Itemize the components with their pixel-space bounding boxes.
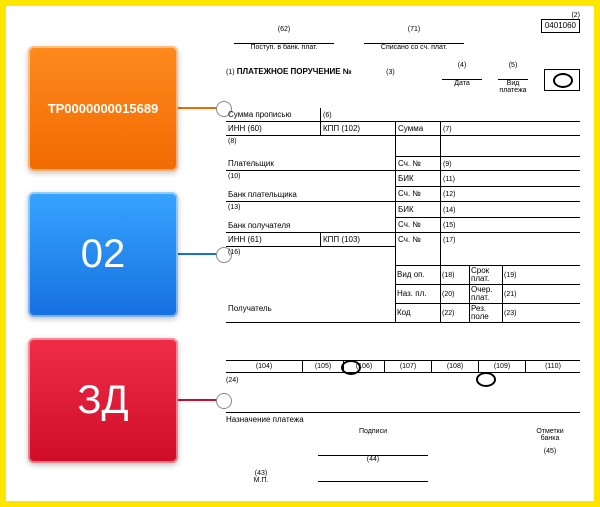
spisano: Списано со сч. плат.	[364, 44, 464, 51]
n19: (19)	[504, 272, 516, 279]
n5: (5)	[498, 62, 528, 69]
lbl-inn60: ИНН (60)	[228, 124, 262, 133]
n107: (107)	[400, 363, 416, 370]
lbl-plat3: плат.	[471, 293, 489, 302]
n108: (108)	[447, 363, 463, 370]
lbl-poluchatel: Получатель	[228, 304, 393, 313]
ring-vid	[553, 73, 573, 88]
lbl-otmetki: Отметки	[520, 428, 580, 435]
card-red-text: ЗД	[77, 378, 128, 423]
n17: (17)	[443, 237, 455, 244]
card-red: ЗД	[28, 338, 178, 463]
n110: (110)	[545, 363, 561, 370]
n8: (8)	[228, 138, 393, 145]
lbl-summa: Сумма	[398, 124, 423, 133]
n10: (10)	[228, 173, 393, 180]
vid-box	[544, 69, 580, 91]
lbl-kpp103: КПП (103)	[323, 235, 360, 244]
n18: (18)	[442, 272, 454, 279]
n9: (9)	[443, 161, 452, 168]
n14: (14)	[443, 207, 455, 214]
lbl-kpp102: КПП (102)	[323, 124, 360, 133]
lbl-bank-plat: Банк плательщика	[228, 190, 393, 199]
postup: Поступ. в банк. плат.	[234, 44, 334, 51]
lbl-bik2: БИК	[398, 205, 414, 214]
n16: (16)	[228, 249, 393, 256]
lbl-schno3: Сч. №	[398, 220, 421, 229]
lbl-bik1: БИК	[398, 174, 414, 183]
doc-title: ПЛАТЕЖНОЕ ПОРУЧЕНИЕ №	[237, 67, 352, 76]
n23: (23)	[504, 310, 516, 317]
lbl-vid: Вид	[498, 80, 528, 87]
n3: (3)	[386, 69, 395, 76]
n11: (11)	[443, 176, 455, 183]
lbl-summa-prop: Сумма прописью	[228, 110, 292, 119]
n6: (6)	[323, 112, 332, 119]
card-orange: ТР0000000015689	[28, 46, 178, 171]
lbl-date: Дата	[442, 80, 482, 87]
lbl-schno4: Сч. №	[398, 235, 421, 244]
lbl-mp: М.П.	[236, 477, 286, 484]
form-table: Сумма прописью (6) ИНН (60) КПП (102) Су…	[226, 108, 580, 323]
lbl-pole: поле	[471, 312, 489, 321]
n1: (1)	[226, 69, 235, 76]
n12: (12)	[443, 191, 455, 198]
lbl-schno1: Сч. №	[398, 159, 421, 168]
n71: (71)	[364, 26, 464, 33]
n21: (21)	[504, 291, 516, 298]
lbl-banka: банка	[520, 435, 580, 442]
lbl-podpisi: Подписи	[318, 428, 428, 435]
n7: (7)	[443, 126, 452, 133]
n15: (15)	[443, 222, 455, 229]
n45: (45)	[520, 448, 580, 455]
ring-109	[476, 372, 496, 387]
lbl-schno2: Сч. №	[398, 189, 421, 198]
n43: (43)	[236, 470, 286, 477]
n4: (4)	[442, 62, 482, 69]
lbl-nazpl: Наз. пл.	[397, 289, 426, 298]
n105: (105)	[315, 363, 331, 370]
lbl-kod: Код	[397, 308, 411, 317]
n2: (2)	[541, 12, 580, 19]
lbl-inn61: ИНН (61)	[228, 235, 262, 244]
n24: (24)	[226, 377, 238, 384]
lbl-bank-pol: Банк получателя	[228, 221, 393, 230]
n109: (109)	[494, 363, 510, 370]
card-blue: 02	[28, 192, 178, 317]
card-orange-text: ТР0000000015689	[48, 101, 159, 116]
lbl-vidop: Вид оп.	[397, 270, 425, 279]
lbl-nazn: Назначение платежа	[226, 415, 304, 424]
row-104-110: (104) (105) (106) (107) (108) (109) (110…	[226, 360, 580, 373]
lbl-platelshik: Плательщик	[228, 159, 393, 168]
code-0401060: 0401060	[541, 19, 580, 33]
n104: (104)	[256, 363, 272, 370]
lbl-plat: платежа	[498, 87, 528, 94]
n44: (44)	[318, 456, 428, 463]
lbl-plat2: плат.	[471, 274, 489, 283]
n13: (13)	[228, 204, 393, 211]
card-blue-text: 02	[81, 232, 126, 277]
n22: (22)	[442, 310, 454, 317]
n20: (20)	[442, 291, 454, 298]
ring-106	[341, 360, 361, 375]
payment-order-form: (2) 0401060 (62) Поступ. в банк. плат. (…	[226, 12, 580, 495]
n62: (62)	[234, 26, 334, 33]
